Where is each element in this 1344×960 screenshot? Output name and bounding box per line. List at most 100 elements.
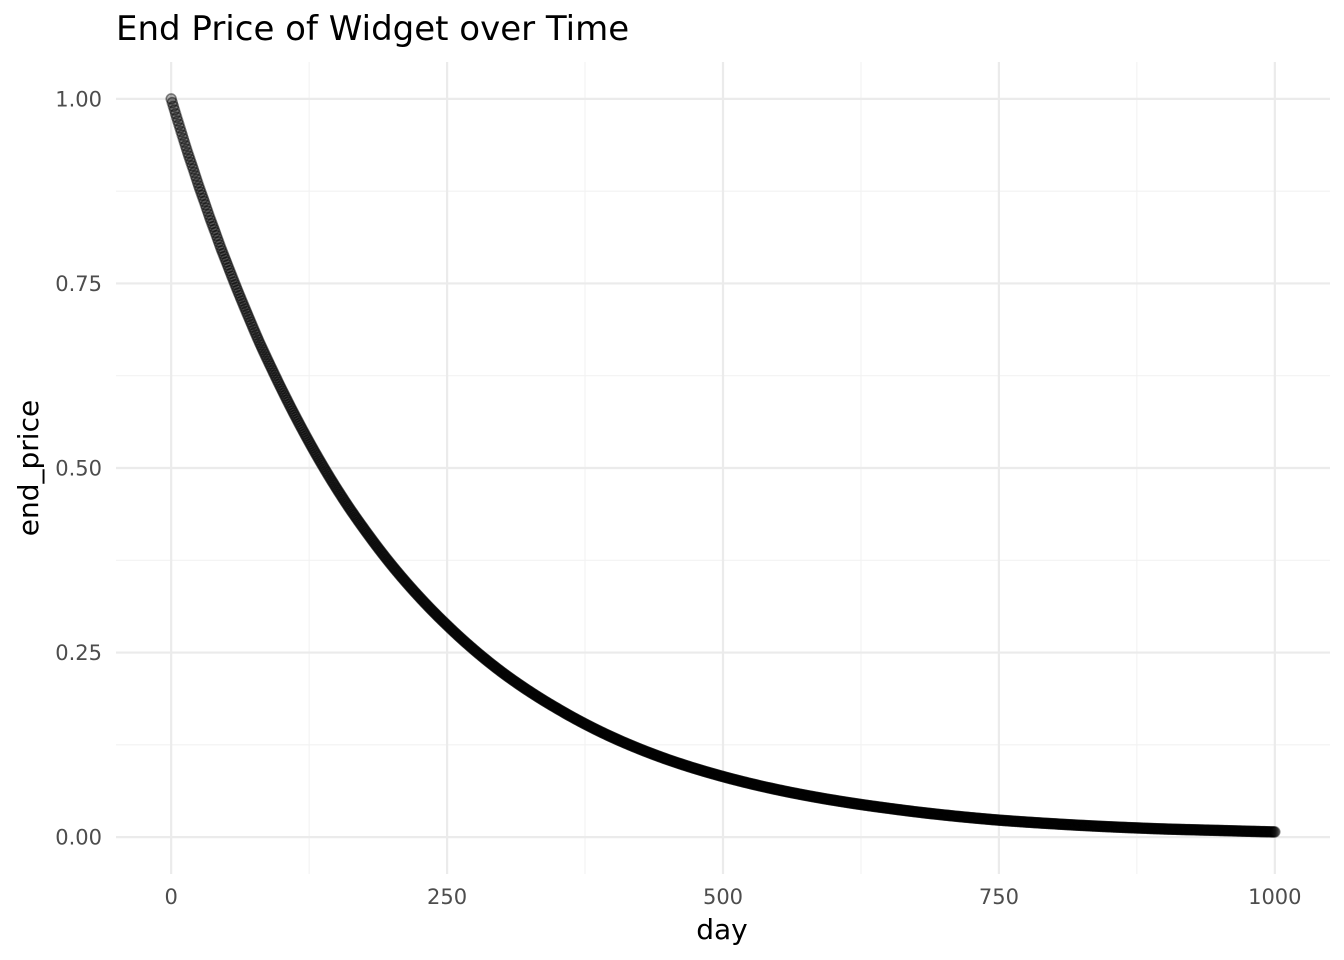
data-point <box>913 806 926 818</box>
data-point <box>668 756 681 768</box>
data-point <box>749 778 761 791</box>
data-point <box>1024 816 1036 829</box>
data-point <box>385 558 397 570</box>
data-point <box>1054 818 1067 830</box>
data-point <box>762 781 774 794</box>
data-point <box>511 677 524 690</box>
data-point <box>325 474 337 486</box>
data-point <box>392 567 405 580</box>
data-point <box>410 587 422 600</box>
data-point <box>306 442 319 454</box>
data-point <box>1006 815 1018 827</box>
data-point <box>803 790 815 802</box>
data-point <box>1043 817 1056 830</box>
data-point <box>204 212 216 224</box>
data-point <box>995 814 1007 827</box>
data-point <box>467 643 480 656</box>
data-point <box>326 475 339 488</box>
data-point <box>1063 818 1076 831</box>
data-point <box>498 668 511 680</box>
data-point <box>987 813 1000 826</box>
data-point <box>551 702 564 715</box>
data-point <box>1213 824 1226 837</box>
data-point <box>978 813 991 825</box>
data-point <box>291 413 303 426</box>
data-point <box>740 776 752 789</box>
data-point <box>1093 820 1106 833</box>
data-point <box>1074 819 1087 832</box>
data-point <box>292 415 304 428</box>
data-point <box>1240 825 1252 837</box>
data-point <box>1169 823 1182 836</box>
data-point <box>402 579 415 591</box>
data-point <box>282 396 294 409</box>
data-point <box>817 792 830 805</box>
data-point <box>285 403 298 415</box>
data-point <box>425 604 438 616</box>
data-point <box>804 790 816 802</box>
data-point <box>552 703 565 716</box>
data-point <box>1226 825 1238 837</box>
data-point <box>706 767 718 780</box>
data-point <box>825 794 837 806</box>
data-point <box>1223 824 1236 837</box>
data-point <box>260 351 272 363</box>
data-point <box>802 789 814 802</box>
data-point <box>265 362 278 375</box>
data-point <box>1033 817 1046 829</box>
data-point <box>981 813 993 825</box>
data-point <box>852 798 865 810</box>
data-point <box>1265 826 1278 838</box>
data-point <box>832 795 844 807</box>
data-point <box>844 797 856 809</box>
data-point <box>169 107 182 120</box>
data-point <box>624 739 637 751</box>
data-point <box>867 800 879 812</box>
data-point <box>269 369 281 382</box>
data-point <box>820 793 833 805</box>
data-point <box>345 504 357 517</box>
data-point <box>1016 816 1028 828</box>
x-axis-title: day <box>696 913 748 946</box>
data-point <box>350 512 363 525</box>
data-point <box>276 385 289 398</box>
data-point <box>483 656 495 668</box>
data-point <box>201 205 214 218</box>
data-point <box>433 611 446 624</box>
data-point <box>1131 822 1143 834</box>
data-point <box>508 675 521 687</box>
data-point <box>879 802 891 814</box>
data-point <box>1109 821 1121 833</box>
data-point <box>466 642 479 655</box>
data-point <box>983 813 995 826</box>
data-point <box>1149 822 1162 835</box>
data-point <box>890 803 903 816</box>
data-point <box>1242 825 1255 838</box>
data-point <box>685 761 697 773</box>
data-point <box>339 496 352 509</box>
data-point <box>243 313 256 326</box>
data-point <box>737 775 749 788</box>
data-point <box>873 801 886 813</box>
data-point <box>683 760 695 773</box>
data-point <box>1126 822 1139 834</box>
data-point <box>347 507 360 520</box>
data-point <box>264 360 277 372</box>
data-point <box>901 805 914 817</box>
data-point <box>754 780 767 792</box>
data-point <box>1051 818 1064 830</box>
data-point <box>1191 824 1204 836</box>
data-point <box>924 807 937 820</box>
data-point <box>1164 823 1176 835</box>
data-point <box>254 339 267 351</box>
data-point <box>1182 823 1195 836</box>
data-point <box>796 788 809 801</box>
data-point <box>871 801 884 813</box>
data-point <box>715 770 727 782</box>
data-point <box>1239 825 1251 837</box>
data-point <box>1205 824 1217 836</box>
data-point <box>398 574 410 586</box>
data-point <box>979 813 992 825</box>
data-point <box>297 426 310 438</box>
data-point <box>1241 825 1253 837</box>
